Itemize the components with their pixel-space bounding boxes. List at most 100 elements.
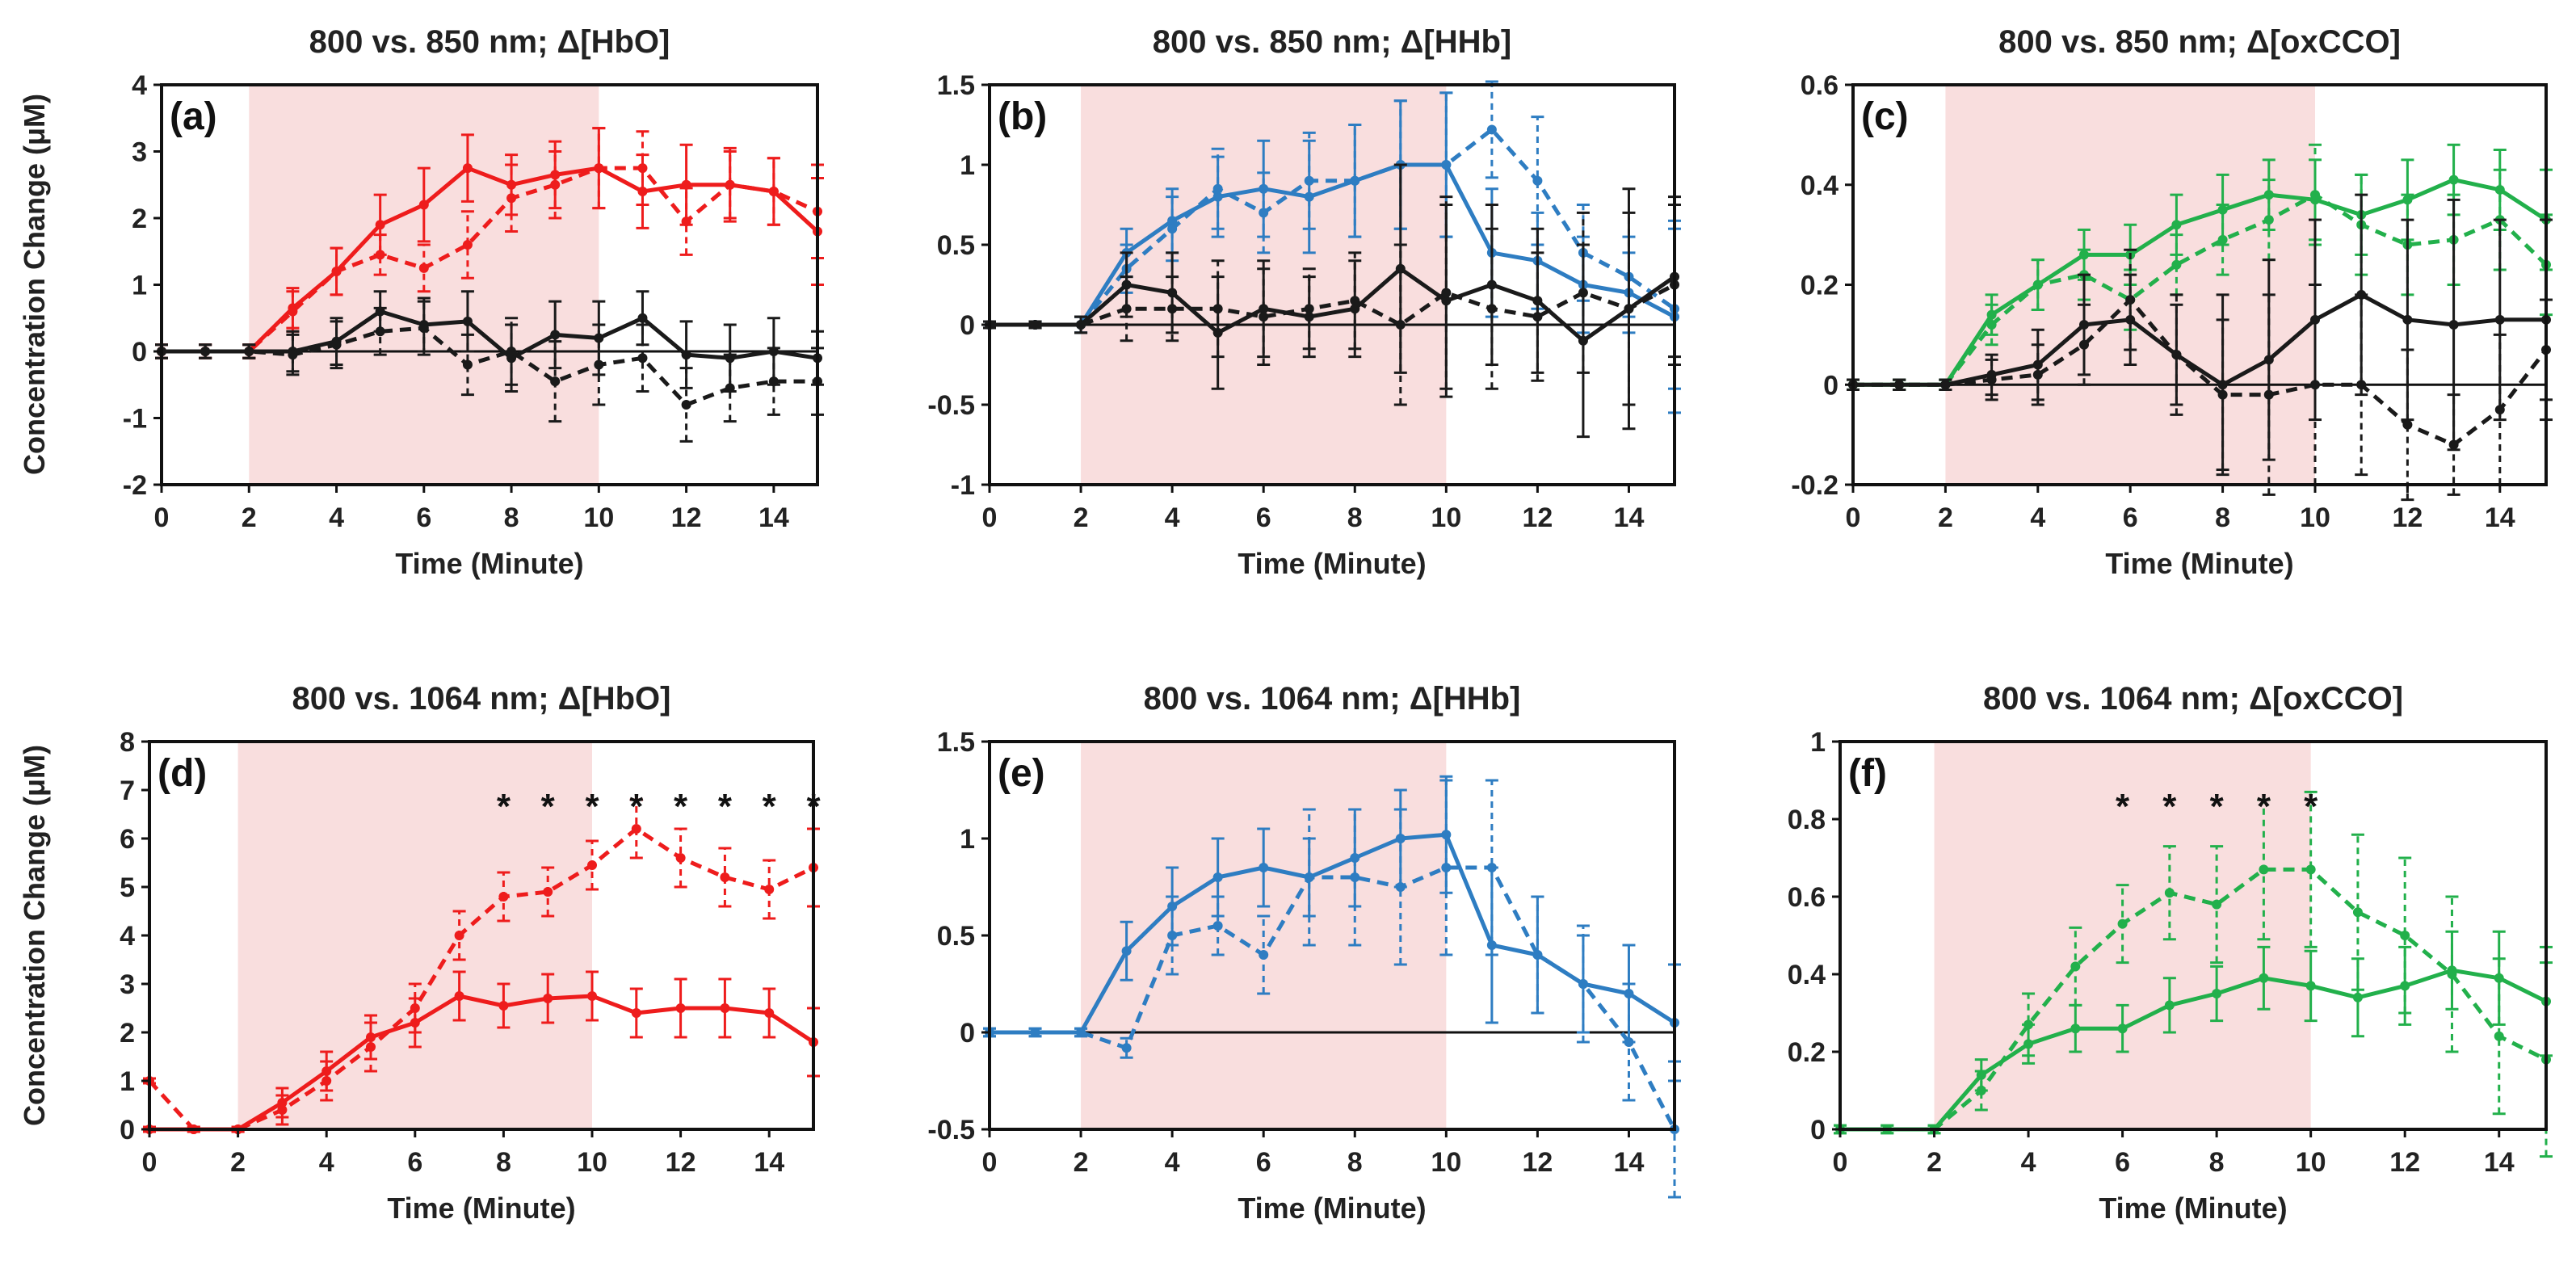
data-point [1441,863,1452,872]
y-tick-label: 1.5 [937,70,975,101]
chart-title: 800 vs. 850 nm; Δ[HbO] [309,24,670,60]
y-axis-label: Concentration Change (μM) [18,94,51,475]
x-tick-label: 0 [1846,502,1861,533]
data-point [2494,314,2505,325]
chart-panel-e: 800 vs. 1064 nm; Δ[HHb]-0.500.511.50 2 4 6 8… [927,681,1681,1225]
series-line [990,865,1677,1131]
data-point [2259,973,2269,983]
y-tick-label: 1 [1810,727,1826,758]
data-point [725,179,735,190]
x-tick-label: 14 [759,502,789,533]
data-point [2494,1031,2504,1041]
data-point [1212,921,1223,931]
data-point [2079,250,2089,260]
data-point [1304,872,1314,882]
data-point [498,892,509,902]
x-tick-label: 2 [242,502,257,533]
data-point [2448,320,2459,330]
x-tick-label: 2 [1074,502,1089,533]
y-tick-label: 0.5 [937,230,975,261]
panel-label: (c) [1861,95,1909,138]
significance-star: * [585,787,599,826]
chart-title: 800 vs. 1064 nm; Δ[oxCCO] [1983,681,2403,717]
series-4 [155,300,824,443]
data-point [366,1042,376,1052]
y-tick-label: 0.2 [1788,1037,1826,1068]
data-point [1076,320,1086,330]
series-line [1840,968,2548,1132]
data-point [587,860,597,870]
data-point [2217,204,2228,215]
series-line [162,309,818,360]
data-point [418,323,429,334]
x-tick-label: 10 [577,1147,607,1178]
x-tick-label: 4 [1165,502,1180,533]
data-point [1441,160,1452,170]
data-point [1030,320,1040,330]
data-point [631,824,641,834]
data-point [1304,312,1314,322]
data-point [1350,175,1360,186]
data-point [375,326,385,337]
y-tick-label: 0 [960,310,975,341]
data-point [675,1003,686,1013]
chart-title: 800 vs. 1064 nm; Δ[HbO] [292,681,671,717]
data-point [1578,979,1588,989]
y-tick-label: -2 [123,470,147,501]
panel-label: (a) [170,95,217,138]
data-point [1304,191,1314,202]
x-tick-label: 10 [2300,502,2330,533]
data-point [418,200,429,210]
data-point [2305,864,2316,875]
x-axis-label: Time (Minute) [1238,547,1426,580]
x-axis-label: Time (Minute) [2099,1192,2287,1225]
data-point [768,187,779,196]
x-tick-label: 14 [2485,502,2515,533]
data-point [2032,369,2043,380]
data-point [2171,259,2182,270]
y-tick-label: 2 [120,1018,135,1049]
data-point [2494,405,2505,415]
data-point [681,350,691,360]
data-point [725,383,735,393]
y-tick-label: -1 [123,404,147,435]
data-point [375,220,385,230]
y-tick-label: 0 [960,1018,975,1049]
data-point [681,400,691,410]
data-point [1486,124,1497,135]
data-point [1441,296,1452,306]
data-point [2352,907,2363,918]
data-point [2310,314,2320,325]
data-point [1986,309,1997,320]
x-tick-label: 14 [1614,1147,1645,1178]
x-tick-label: 8 [1347,502,1363,533]
series-line [162,166,819,354]
x-tick-label: 0 [982,502,998,533]
data-point [2171,350,2182,360]
data-point [2310,380,2320,390]
data-point [2305,981,2316,991]
series-line [990,267,1676,343]
data-point [764,885,775,894]
data-point [2164,888,2175,898]
series-line [1853,292,2546,387]
series-line [148,826,815,1132]
significance-star: * [497,787,511,826]
data-point [1624,1037,1634,1047]
panel-label: (d) [158,752,207,795]
data-point [675,853,686,863]
data-point [462,359,473,370]
x-tick-label: 8 [2215,502,2230,533]
series-2 [1834,790,2553,1158]
data-point [1441,288,1452,298]
data-point [1578,288,1588,298]
data-point [277,1098,288,1108]
y-tick-label: 0 [1823,370,1838,401]
x-tick-label: 8 [2209,1147,2225,1178]
data-point [1532,950,1543,960]
data-point [1894,380,1905,390]
y-tick-label: 5 [120,872,135,903]
data-point [1259,183,1269,194]
x-tick-label: 2 [1938,502,1953,533]
